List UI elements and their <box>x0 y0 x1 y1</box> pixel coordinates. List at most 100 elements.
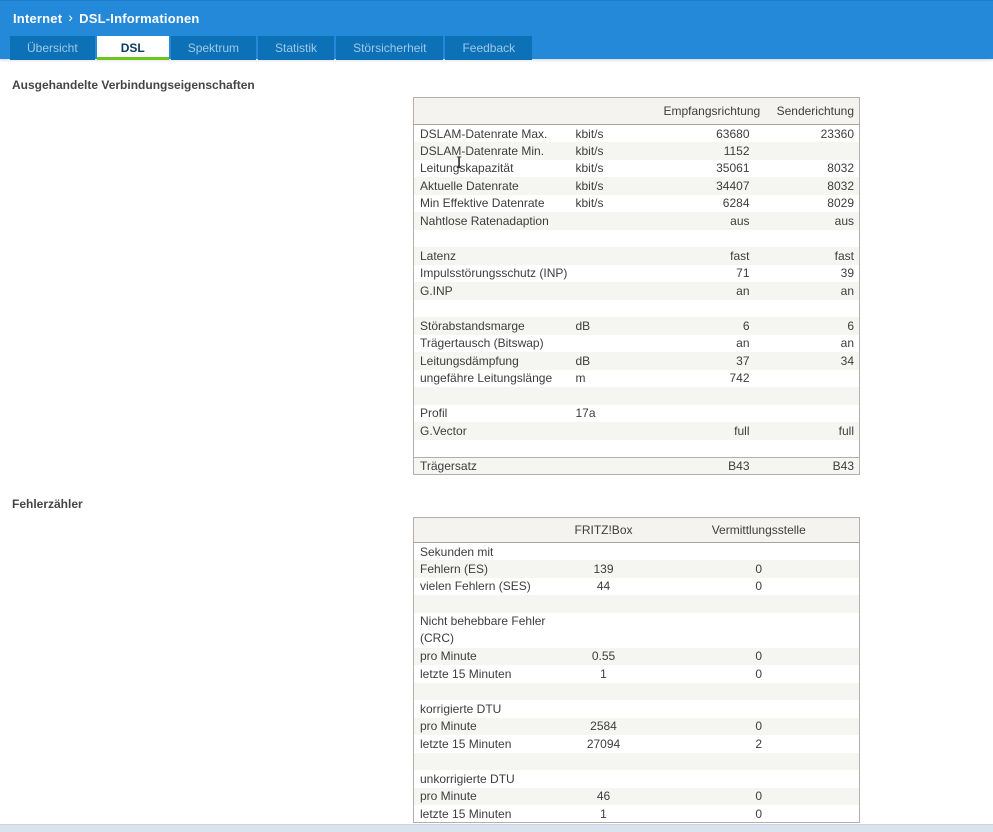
cell-value: 27094 <box>586 736 621 751</box>
table-row: ungefähre Leitungslänge m 742 <box>414 370 860 388</box>
column-header <box>413 97 576 125</box>
cell-value: dB <box>575 353 591 368</box>
table-row: Nahtlose Ratenadaption aus aus <box>413 212 860 230</box>
cell-value: 63680 <box>716 126 750 141</box>
cell-value <box>659 753 860 771</box>
cell-value <box>659 613 860 648</box>
cell-value <box>664 387 750 405</box>
row-label: Leitungsdämpfung <box>420 353 519 368</box>
row-label: korrigierte DTU <box>420 701 502 716</box>
cell-value: 1 <box>600 666 607 681</box>
cell-value: 35061 <box>716 161 750 176</box>
cell-value: kbit/s <box>575 143 604 158</box>
row-label <box>414 753 549 771</box>
tab--bersicht[interactable]: Übersicht <box>10 36 95 60</box>
row-label <box>414 387 576 405</box>
cell-value: an <box>736 336 750 351</box>
tab-bar: Übersicht DSL Spektrum Statistik Störsicherh… <box>10 36 533 60</box>
column-header <box>413 517 549 543</box>
table-row: Leitungsdämpfung dB 37 34 <box>413 352 860 370</box>
table-row: Sekunden mit <box>414 543 860 561</box>
table-row <box>414 440 860 458</box>
cell-value: 0.55 <box>591 649 616 664</box>
column-header <box>575 97 664 125</box>
section-title-error-counters: Fehlerzähler <box>12 497 83 511</box>
page-header: Internet › DSL-Informationen Übersicht DS… <box>0 0 993 60</box>
table-row: Impulsstörungsschutz (INP) 71 39 <box>414 265 860 283</box>
cell-value: 742 <box>729 371 750 386</box>
table-row <box>413 682 860 701</box>
cell-value <box>576 230 664 248</box>
cell-value <box>576 457 664 475</box>
tab-spektrum[interactable]: Spektrum <box>170 36 257 60</box>
cell-value: 46 <box>596 789 611 804</box>
row-label: vielen Fehlern (SES) <box>420 579 531 594</box>
breadcrumb-section[interactable]: Internet <box>13 10 63 26</box>
row-label: Leitungskapazität <box>420 161 514 176</box>
table-row: Aktuelle Datenrate kbit/s 34407 8032 <box>413 177 860 195</box>
table-row: Trägersatz B43 B43 <box>413 457 860 475</box>
bottom-scroll-strip[interactable] <box>0 824 993 832</box>
cell-value <box>659 595 860 613</box>
cell-value: an <box>840 283 854 298</box>
cell-value: m <box>575 371 586 386</box>
tab-feedback[interactable]: Feedback <box>445 36 533 60</box>
cell-value <box>750 405 860 423</box>
tab-dsl[interactable]: DSL <box>96 36 169 60</box>
row-label: Fehlern (ES) <box>420 561 489 576</box>
row-label: Sekunden mit <box>420 544 494 559</box>
row-label: letzte 15 Minuten <box>420 806 512 821</box>
row-label: G.Vector <box>420 423 467 438</box>
cell-value: 2 <box>755 736 763 751</box>
breadcrumb: Internet › DSL-Informationen <box>13 9 200 26</box>
row-label: pro Minute <box>420 789 477 804</box>
table-row: Leitungskapazität kbit/s 35061 8032 <box>414 160 860 178</box>
cell-value: kbit/s <box>575 178 604 193</box>
cell-value <box>549 753 659 771</box>
cell-value <box>576 387 664 405</box>
table-row: pro Minute 2584 0 <box>413 717 860 735</box>
cell-value: kbit/s <box>575 196 604 211</box>
section-title-connection-properties: Ausgehandelte Verbindungseigenschaften <box>12 78 255 92</box>
table-row <box>414 230 860 248</box>
tab-st-rsicherheit[interactable]: Störsicherheit <box>336 36 444 60</box>
table-row: DSLAM-Datenrate Min. kbit/s 1152 <box>413 142 860 160</box>
column-header: Senderichtung <box>749 97 860 125</box>
row-label: Trägersatz <box>420 458 477 473</box>
cell-value: aus <box>730 213 750 228</box>
row-label: pro Minute <box>420 719 477 734</box>
cell-value <box>549 770 659 788</box>
row-label: ungefähre Leitungslänge <box>420 371 553 386</box>
cell-value: 0 <box>755 666 763 681</box>
cell-value <box>659 683 860 701</box>
table-row: letzte 15 Minuten 1 0 <box>414 805 860 823</box>
cell-value: aus <box>834 213 854 228</box>
table-row: vielen Fehlern (SES) 44 0 <box>414 578 860 596</box>
breadcrumb-chevron-icon: › <box>68 9 74 25</box>
cell-value: 6 <box>742 318 750 333</box>
cell-value <box>576 440 664 458</box>
cell-value: 6 <box>847 318 854 333</box>
table-row: letzte 15 Minuten 1 0 <box>414 665 860 683</box>
cell-value: 1 <box>600 806 607 821</box>
cell-value: 8032 <box>827 178 854 193</box>
cell-value: 37 <box>736 353 750 368</box>
cell-value <box>659 770 860 788</box>
cell-value: 1152 <box>723 143 750 158</box>
row-label: unkorrigierte DTU <box>420 771 515 786</box>
cell-value <box>576 282 664 300</box>
cell-value <box>664 230 750 248</box>
row-label: pro Minute <box>420 649 477 664</box>
cell-value: 139 <box>593 561 614 576</box>
cell-value <box>664 405 750 423</box>
table-row: Störabstandsmarge dB 6 6 <box>413 317 860 335</box>
cell-value: dB <box>575 318 591 333</box>
table-row: Profil 17a <box>414 405 860 423</box>
connection-properties-table: Empfangsrichtung Senderichtung DSLAM-Daten… <box>413 97 860 475</box>
tab-statistik[interactable]: Statistik <box>258 36 335 60</box>
row-label: Latenz <box>420 248 457 263</box>
cell-value: 17a <box>575 406 596 421</box>
cell-value: 71 <box>736 266 750 281</box>
table-row: korrigierte DTU <box>414 700 860 718</box>
cell-value: 0 <box>755 561 763 576</box>
